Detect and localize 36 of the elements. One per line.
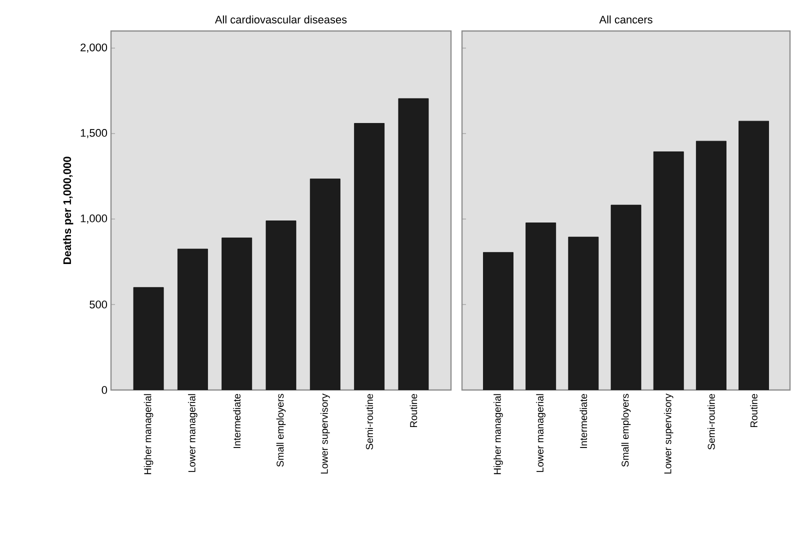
bar: [310, 178, 340, 390]
x-tick-label: Lower supervisory: [664, 394, 674, 474]
y-tick-label: 500: [90, 300, 108, 308]
bar: [526, 222, 556, 390]
bar: [738, 120, 769, 390]
y-tick-label: 1,500: [80, 129, 108, 138]
bar: [611, 205, 642, 390]
x-tick-label: Higher managerial: [144, 394, 154, 474]
bar: [398, 98, 429, 390]
bar: [696, 141, 726, 390]
chart-title: All cardiovascular diseases: [214, 15, 347, 24]
x-tick-label: Lower managerial: [188, 394, 198, 472]
x-tick-label: Lower managerial: [536, 394, 546, 472]
y-tick-label: 0: [102, 386, 108, 394]
bar: [177, 248, 208, 390]
x-tick-label: Lower supervisory: [320, 394, 330, 474]
bar: [266, 220, 296, 390]
x-tick-label: Routine: [750, 394, 758, 428]
x-tick-label: Small employers: [621, 394, 631, 467]
y-tick-label: 2,000: [80, 44, 108, 53]
bar: [222, 238, 252, 390]
y-tick-label: 1,000: [80, 214, 108, 224]
x-tick-label: Intermediate: [233, 394, 241, 448]
x-tick-label: Semi-routine: [366, 394, 373, 450]
x-tick-label: Semi-routine: [708, 394, 715, 450]
x-tick-label: Higher managerial: [494, 394, 503, 474]
bar: [483, 252, 514, 390]
x-tick-label: Small employers: [276, 394, 286, 467]
bar: [354, 123, 385, 390]
chart-title: All cancers: [599, 15, 652, 24]
bar: [568, 236, 598, 390]
bar: [133, 287, 164, 390]
x-tick-label: Intermediate: [580, 394, 588, 448]
y-axis-title: Deaths per 1,000,000: [63, 156, 74, 264]
x-tick-label: Routine: [410, 394, 418, 428]
bar: [654, 152, 684, 390]
